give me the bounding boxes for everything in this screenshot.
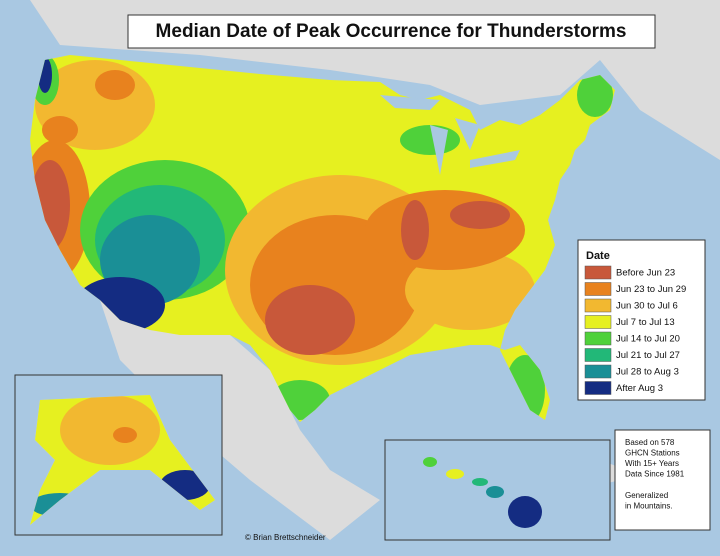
note-box: [614, 429, 711, 531]
legend-label: Jul 21 to Jul 27: [616, 350, 680, 361]
zone: [423, 457, 437, 467]
legend-label: Jul 28 to Aug 3: [616, 367, 679, 378]
legend-title: Date: [586, 250, 610, 262]
zone: [42, 116, 78, 144]
legend-swatch: [584, 348, 612, 362]
legend-swatch: [584, 265, 612, 280]
note-line: Generalized: [625, 491, 668, 500]
legend-swatch: [584, 331, 612, 346]
note-line: Based on 578: [625, 438, 675, 447]
zone: [446, 469, 464, 479]
zone: [400, 125, 460, 155]
zone: [508, 496, 542, 528]
us-zones: [30, 55, 615, 422]
note-line: GHCN Stations: [625, 449, 680, 458]
legend-label: Jul 14 to Jul 20: [616, 334, 680, 345]
title-box: [127, 14, 656, 49]
zone: [265, 285, 355, 355]
legend-swatch: [584, 282, 612, 296]
note-line: With 15+ Years: [625, 459, 679, 468]
legend-label: Jul 7 to Jul 13: [616, 317, 675, 328]
zone: [577, 73, 613, 117]
zone: [486, 486, 504, 498]
note-line: Data Since 1981: [625, 470, 685, 479]
legend-swatch: [584, 315, 612, 329]
zone: [60, 395, 160, 465]
legend-swatch: [584, 364, 612, 379]
legend-label: Jun 30 to Jul 6: [616, 301, 678, 312]
legend-swatch: [584, 298, 612, 313]
mexico: [100, 300, 380, 540]
legend-swatch: [584, 381, 612, 395]
legend-label: After Aug 3: [616, 383, 663, 394]
zone: [95, 70, 135, 100]
title: Median Date of Peak Occurrence for Thund…: [156, 21, 627, 42]
zone: [450, 201, 510, 229]
zone: [113, 427, 137, 443]
zone: [365, 190, 525, 270]
credit: © Brian Brettschneider: [245, 533, 326, 542]
zone: [401, 200, 429, 260]
note-line: in Mountains.: [625, 502, 673, 511]
legend-items: Before Jun 23 Jun 23 to Jun 29 Jun 30 to J…: [584, 265, 686, 395]
zone: [405, 250, 535, 330]
hawaii-islands: [423, 457, 542, 528]
great-lakes: [380, 95, 520, 175]
zone: [472, 478, 488, 486]
legend-label: Before Jun 23: [616, 268, 675, 279]
legend-label: Jun 23 to Jun 29: [616, 284, 686, 295]
